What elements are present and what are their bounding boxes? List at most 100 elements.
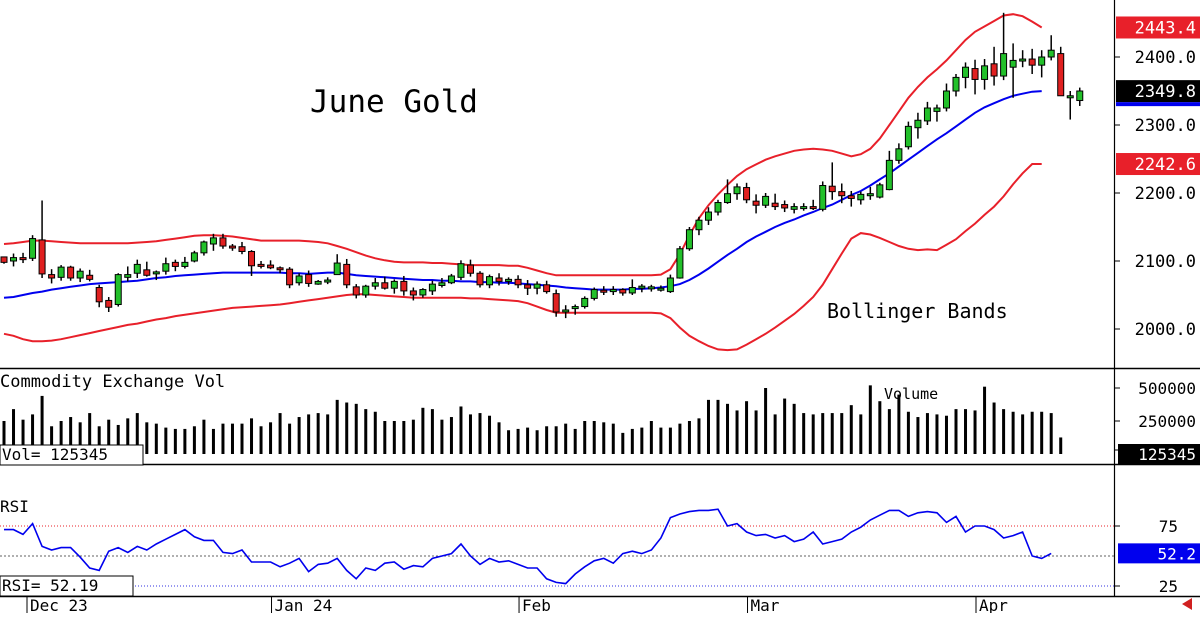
candle-up [923,107,931,122]
candle-down [248,250,256,267]
candle-up [914,119,922,129]
volume-bar [944,415,948,454]
volume-bar [697,418,701,454]
candle-up [447,275,455,284]
volume-bar [40,395,44,454]
volume-bar [745,401,749,454]
candle-up [162,263,170,272]
volume-bar [802,413,806,454]
rsi-current-tag [1118,543,1200,564]
candle-down [990,63,998,77]
volume-bar [830,413,834,454]
volume-bar [230,423,234,454]
candle-up [676,248,684,279]
volume-bar [449,417,453,454]
candle-down [95,287,103,303]
candle-down [171,261,179,267]
candle-up [114,274,122,306]
volume-label: Volume [884,385,938,403]
candle-down [257,263,265,267]
volume-bar [640,427,644,454]
volume-bar [964,409,968,454]
candle-up [666,277,674,293]
volume-bar [402,421,406,454]
volume-bar [497,422,501,454]
price-tag-label: 2349.8 [1135,82,1196,102]
candle-up [333,262,341,276]
price-tick-label: 2200.0 [1135,184,1196,204]
rsi-tick-label: 25 [1159,577,1178,596]
candle-up [1009,59,1017,68]
candle-down [809,206,817,210]
candle-up [876,184,884,198]
volume-bar [440,419,444,454]
volume-bar [1030,411,1034,454]
candle-down [86,274,94,280]
candle-down [476,272,484,286]
volume-bar [316,413,320,454]
volume-bar [250,418,254,454]
volume-bar [554,426,558,454]
date-tick-label: Feb [522,596,551,613]
volume-bar [88,413,92,454]
volume-bar [326,414,330,454]
bollinger-bands-label: Bollinger Bands [827,299,1008,323]
volume-bar [240,423,244,454]
volume-bar [164,427,168,454]
volume-bar [668,427,672,454]
volume-current-label: 125345 [1138,445,1196,464]
volume-bar [935,414,939,454]
candle-up [857,193,865,201]
volume-bar [78,422,82,454]
candle-up [724,193,732,204]
candle-up [981,65,989,80]
candle-down [381,282,389,289]
candle-down [48,274,56,279]
candle-up [962,66,970,78]
candle-up [800,206,808,210]
volume-bar [31,414,35,454]
volume-bar [868,385,872,454]
volume-bar [516,428,520,454]
volume-bar [1059,437,1063,454]
volume-bar [526,427,530,454]
volume-bar [59,421,63,454]
candle-down [305,274,313,284]
candle-up [657,287,665,291]
volume-bar [202,419,206,454]
candle-up [819,185,827,210]
candle-up [685,229,693,250]
volume-bar [154,423,158,454]
volume-bar [792,403,796,454]
volume-bar [307,414,311,454]
price-tick-label: 2400.0 [1135,48,1196,68]
candle-up [324,279,332,283]
volume-bar [954,409,958,454]
volume-bar [211,428,215,454]
candle-down [971,68,979,80]
volume-bar [821,413,825,454]
price-tick-label: 2000.0 [1135,320,1196,340]
volume-bar [687,421,691,454]
candle-up [638,285,646,289]
volume-bar [764,388,768,454]
volume-bar [602,422,606,454]
candle-down [19,257,27,261]
volume-bar [678,423,682,454]
candle-up [371,282,379,287]
bollinger-bands [3,13,1043,352]
candle-up [942,90,950,109]
candle-down [771,202,779,208]
rsi-tick-label: 75 [1159,517,1178,536]
volume-bar [716,399,720,454]
rsi-current-label: 52.2 [1157,544,1196,563]
candle-up [628,287,636,294]
volume-bar [706,399,710,454]
volume-bar [430,409,434,454]
candle-down [552,293,560,313]
candle-down [828,185,836,193]
candle-down [105,299,113,308]
volume-bar [373,411,377,454]
candle-up [390,280,398,289]
volume-bar [1002,409,1006,454]
